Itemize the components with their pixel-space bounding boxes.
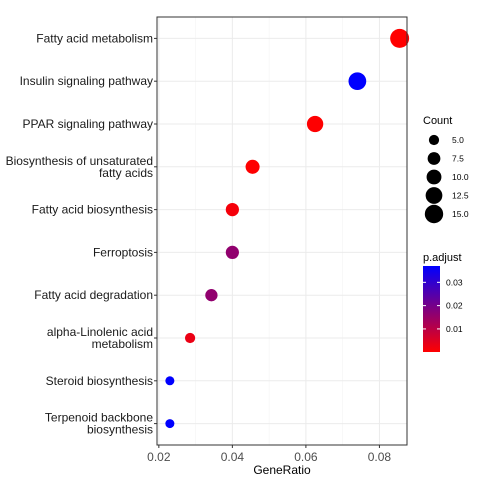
category-label: Insulin signaling pathway <box>20 74 153 88</box>
count-legend-label: 15.0 <box>452 209 469 219</box>
data-points <box>165 28 410 429</box>
category-label: alpha-Linolenic acid metabolism <box>47 325 153 351</box>
grid <box>157 17 407 445</box>
count-legend-label: 7.5 <box>452 154 464 164</box>
category-label: Fatty acid degradation <box>34 288 153 302</box>
data-point <box>306 115 324 133</box>
data-point <box>225 203 239 217</box>
x-tick-label: 0.08 <box>368 450 392 464</box>
category-label: Steroid biosynthesis <box>46 374 153 388</box>
category-label: Terpenoid backbone biosynthesis <box>45 411 153 437</box>
x-axis-title: GeneRatio <box>253 463 311 477</box>
data-point <box>390 28 410 48</box>
colorbar-label: 0.01 <box>446 324 463 334</box>
colorbar-label: 0.02 <box>446 301 463 311</box>
data-point <box>165 376 175 386</box>
data-point <box>225 245 239 259</box>
category-label: Biosynthesis of unsaturated fatty acids <box>6 154 153 180</box>
colorbar-label: 0.03 <box>446 277 463 287</box>
category-label: Ferroptosis <box>93 245 153 259</box>
p-adjust-legend: p.adjust 0.01 0.02 0.03 <box>423 252 463 352</box>
x-tick-label: 0.06 <box>294 450 318 464</box>
x-axis: 0.02 0.04 0.06 0.08 <box>147 445 391 464</box>
count-legend-label: 10.0 <box>452 172 469 182</box>
x-tick-label: 0.04 <box>221 450 245 464</box>
x-tick-label: 0.02 <box>147 450 171 464</box>
count-legend-key <box>425 187 443 204</box>
category-label: PPAR signaling pathway <box>22 117 153 131</box>
count-legend-key <box>427 152 441 165</box>
data-point <box>184 332 196 344</box>
count-legend-label: 12.5 <box>452 191 469 201</box>
category-labels: Fatty acid metabolism Insulin signaling p… <box>6 31 157 437</box>
count-legend-label: 5.0 <box>452 135 464 145</box>
category-label: Fatty acid biosynthesis <box>32 203 153 217</box>
category-label: Fatty acid metabolism <box>36 31 153 45</box>
data-point <box>205 289 218 302</box>
count-legend-title: Count <box>423 115 452 127</box>
plot-border <box>156 16 408 446</box>
p-adjust-legend-title: p.adjust <box>423 252 462 264</box>
p-adjust-colorbar <box>423 266 440 352</box>
data-point <box>245 159 260 174</box>
plot-panel <box>157 17 407 445</box>
count-legend-key <box>424 204 444 224</box>
data-point <box>165 419 175 429</box>
count-legend-key <box>426 169 442 185</box>
data-point <box>348 72 367 91</box>
count-legend-key <box>428 134 440 146</box>
